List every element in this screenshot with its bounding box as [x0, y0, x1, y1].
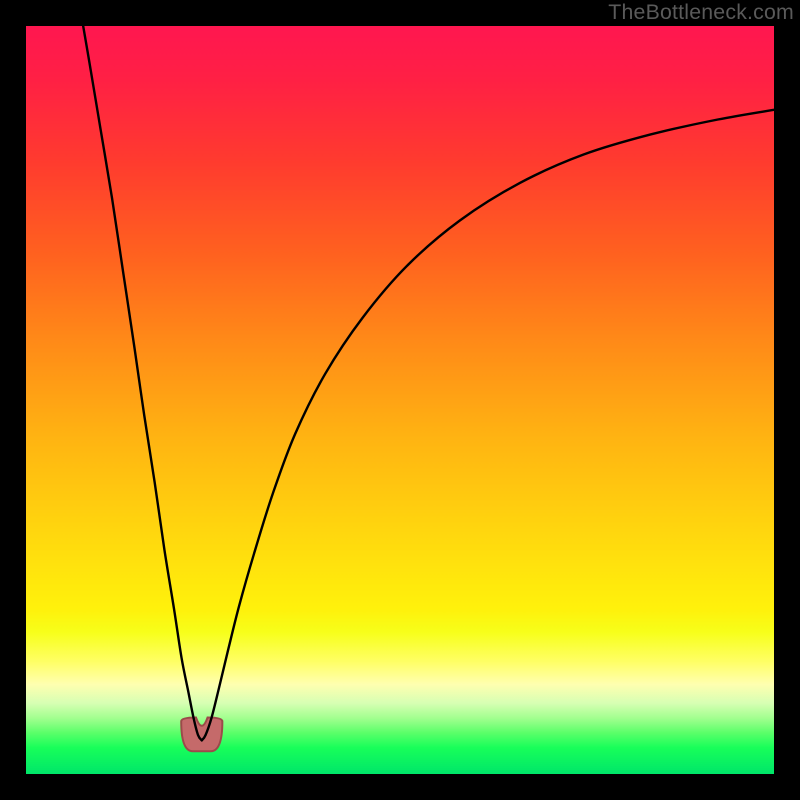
curve-layer [26, 26, 774, 774]
curve-left-branch [81, 26, 202, 740]
valley-marker [181, 718, 222, 752]
plot-area [26, 26, 774, 774]
watermark-text: TheBottleneck.com [608, 0, 794, 25]
curve-right-branch [202, 110, 774, 741]
